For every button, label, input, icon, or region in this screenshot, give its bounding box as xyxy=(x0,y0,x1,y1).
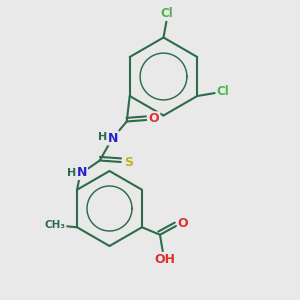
Text: O: O xyxy=(178,217,188,230)
Text: Cl: Cl xyxy=(160,7,173,20)
Text: S: S xyxy=(124,156,133,169)
Text: O: O xyxy=(149,112,159,125)
Text: Cl: Cl xyxy=(216,85,229,98)
Text: N: N xyxy=(108,131,119,145)
Text: H: H xyxy=(67,167,76,178)
Text: CH₃: CH₃ xyxy=(45,220,66,230)
Text: N: N xyxy=(76,166,87,179)
Text: H: H xyxy=(98,132,107,142)
Text: OH: OH xyxy=(154,253,175,266)
